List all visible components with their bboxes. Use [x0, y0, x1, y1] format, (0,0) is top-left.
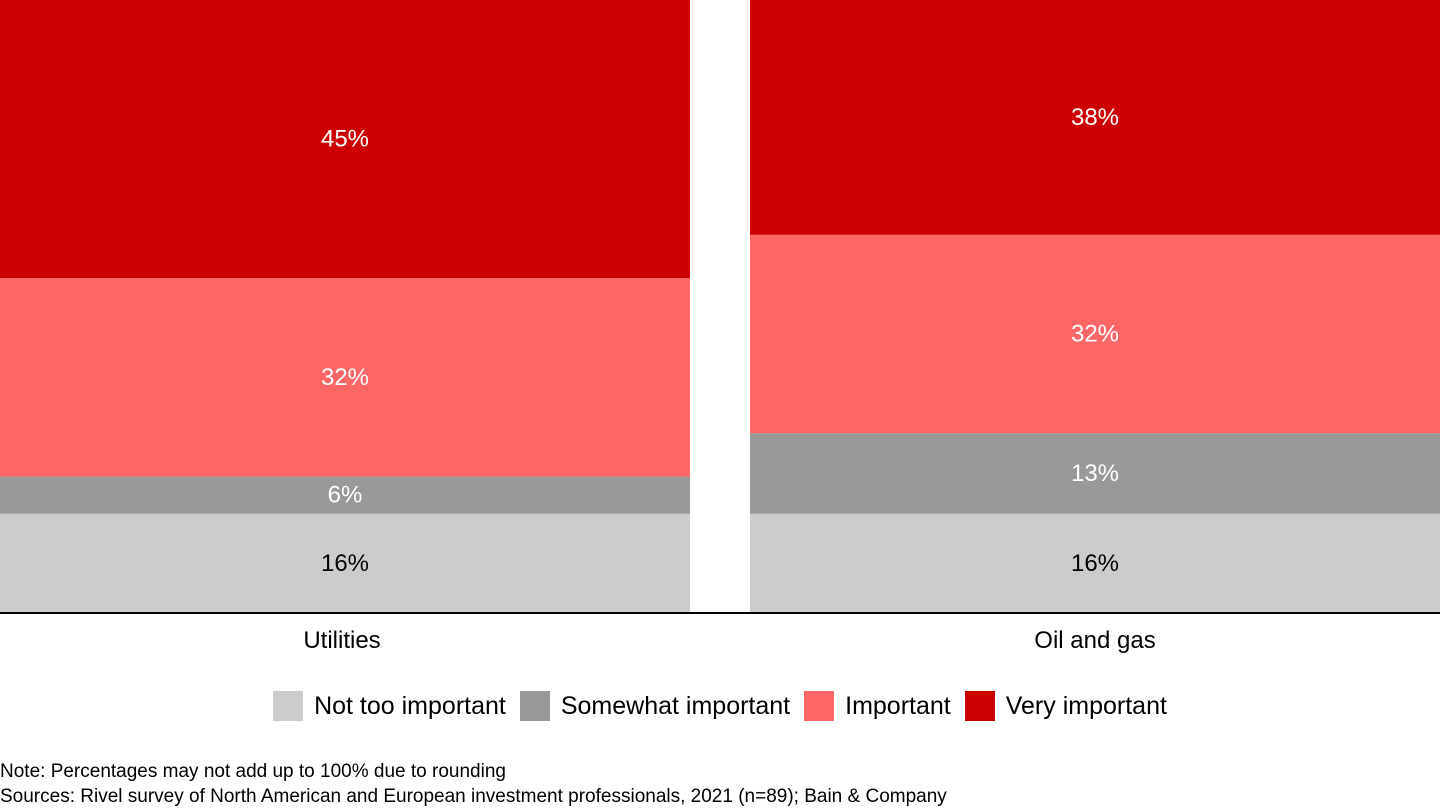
data-label-utilities-not-too-important: 16% [321, 550, 369, 577]
category-label-oil-and-gas: Oil and gas [1034, 627, 1155, 654]
footnote-sources: Sources: Rivel survey of North American … [0, 786, 947, 807]
bar-segment-oil-and-gas-somewhat-important [750, 433, 1440, 514]
bar-segment-utilities-important [0, 278, 690, 477]
bar-segment-utilities-somewhat-important [0, 476, 690, 514]
legend-item-somewhat-important: Somewhat important [519, 691, 791, 721]
legend-swatch [519, 691, 550, 721]
legend-label: Not too important [314, 691, 506, 720]
legend-label: Important [845, 691, 951, 720]
legend-label: Somewhat important [560, 691, 791, 720]
data-label-oil-and-gas-very-important: 38% [1071, 104, 1119, 131]
legend-swatch [273, 691, 304, 721]
footnote-note: Note: Percentages may not add up to 100%… [0, 761, 506, 782]
legend-swatch [804, 691, 835, 721]
category-labels-group: Utilities Oil and gas [303, 627, 1155, 654]
data-label-utilities-important: 32% [321, 364, 369, 391]
data-label-oil-and-gas-somewhat-important: 13% [1071, 460, 1119, 487]
bar-segment-utilities-very-important [0, 0, 690, 279]
segment-labels-group: 16% 6% 32% 45% 16% 13% 32% 38% [321, 104, 1119, 577]
data-label-oil-and-gas-important: 32% [1071, 321, 1119, 348]
bar-segment-oil-and-gas-important [750, 234, 1440, 434]
data-label-utilities-somewhat-important: 6% [328, 482, 363, 509]
bar-segment-oil-and-gas-very-important [750, 0, 1440, 235]
data-label-utilities-very-important: 45% [321, 126, 369, 153]
legend-swatch [964, 691, 995, 721]
legend-label: Very important [1005, 691, 1167, 720]
category-label-utilities: Utilities [303, 627, 380, 654]
bar-segment-utilities-not-too-important [0, 513, 690, 613]
legend: Not too important Somewhat important Imp… [0, 686, 1440, 726]
stacked-bar-chart: 16% 6% 32% 45% 16% 13% 32% 38% Utilities Oil and… [0, 0, 1440, 654]
data-label-oil-and-gas-not-too-important: 16% [1071, 550, 1119, 577]
bar-segment-oil-and-gas-not-too-important [750, 513, 1440, 613]
bars-group [0, 0, 1440, 613]
legend-item-important: Important [804, 691, 951, 721]
legend-item-not-too-important: Not too important [273, 691, 506, 721]
legend-item-very-important: Very important [964, 691, 1167, 721]
